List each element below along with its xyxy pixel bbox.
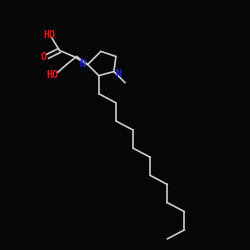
Text: O: O <box>41 52 47 62</box>
Text: HO: HO <box>44 30 56 40</box>
Text: HO: HO <box>46 70 58 80</box>
Text: N: N <box>80 59 86 69</box>
Text: N: N <box>115 68 121 78</box>
